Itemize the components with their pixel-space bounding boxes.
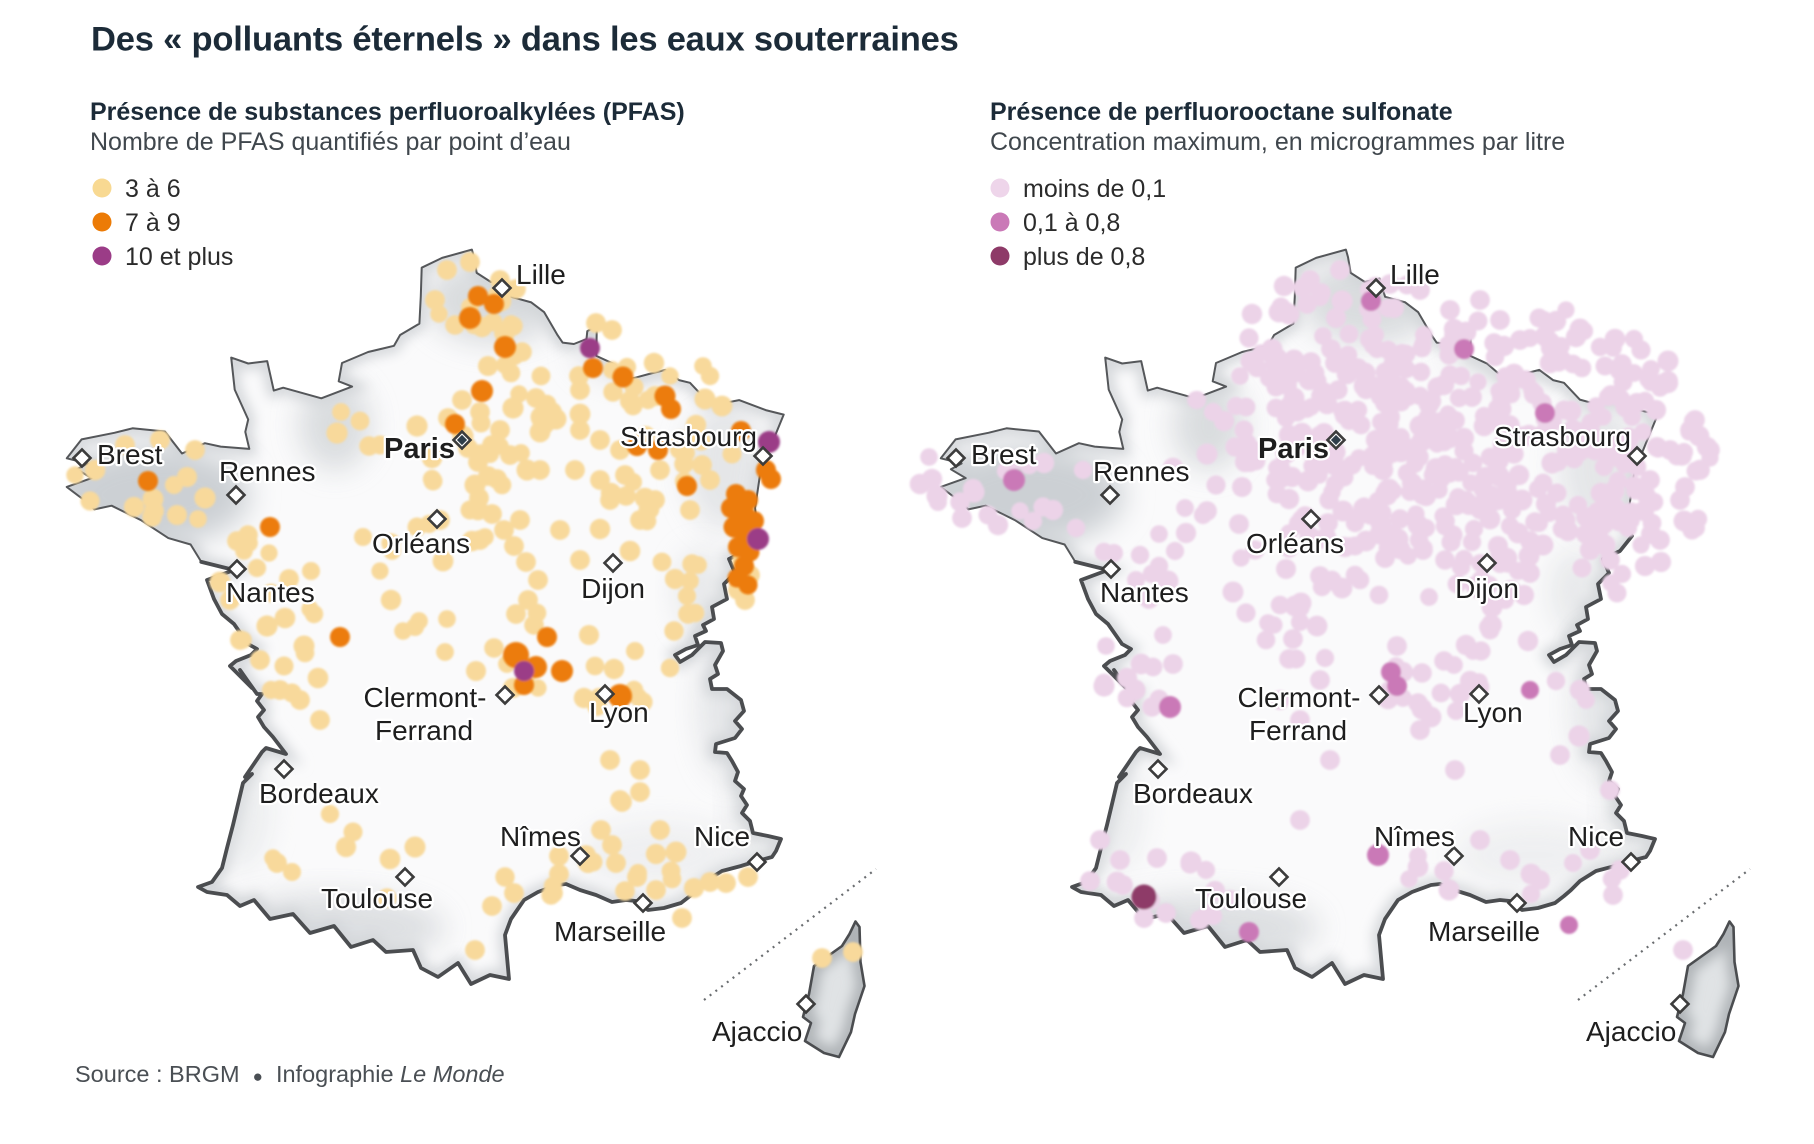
svg-text:Ajaccio: Ajaccio xyxy=(712,1016,802,1047)
svg-text:Dijon: Dijon xyxy=(581,573,645,604)
svg-text:Strasbourg: Strasbourg xyxy=(620,421,757,452)
svg-text:Ajaccio: Ajaccio xyxy=(1586,1016,1676,1047)
svg-text:Bordeaux: Bordeaux xyxy=(259,778,379,809)
svg-text:Ferrand: Ferrand xyxy=(375,715,473,746)
svg-text:Nantes: Nantes xyxy=(226,577,315,608)
svg-text:Nîmes: Nîmes xyxy=(500,821,581,852)
svg-text:Nombre de PFAS quantifiés par: Nombre de PFAS quantifiés par point d’ea… xyxy=(90,128,571,156)
svg-text:Orléans: Orléans xyxy=(1246,528,1344,559)
svg-text:Bordeaux: Bordeaux xyxy=(1133,778,1253,809)
svg-text:Clermont-: Clermont- xyxy=(364,682,487,713)
svg-text:Paris: Paris xyxy=(1258,433,1329,465)
svg-text:0,1 à 0,8: 0,1 à 0,8 xyxy=(1023,209,1120,237)
svg-text:Présence de substances perfluo: Présence de substances perfluoroalkylées… xyxy=(90,98,685,126)
svg-text:Lille: Lille xyxy=(1390,259,1440,290)
svg-text:Toulouse: Toulouse xyxy=(1195,883,1307,914)
svg-text:Marseille: Marseille xyxy=(554,916,666,947)
svg-text:Rennes: Rennes xyxy=(1093,456,1190,487)
svg-text:Brest: Brest xyxy=(971,439,1037,470)
svg-text:Nice: Nice xyxy=(1568,821,1624,852)
svg-text:Rennes: Rennes xyxy=(219,456,316,487)
svg-text:Toulouse: Toulouse xyxy=(321,883,433,914)
svg-text:Lyon: Lyon xyxy=(1463,697,1523,728)
svg-text:Brest: Brest xyxy=(97,439,163,470)
svg-text:Orléans: Orléans xyxy=(372,528,470,559)
svg-text:plus de 0,8: plus de 0,8 xyxy=(1023,243,1145,271)
svg-text:Marseille: Marseille xyxy=(1428,916,1540,947)
svg-text:Strasbourg: Strasbourg xyxy=(1494,421,1631,452)
svg-text:Présence de perfluorooctane su: Présence de perfluorooctane sulfonate xyxy=(990,98,1453,126)
svg-text:Nice: Nice xyxy=(694,821,750,852)
svg-text:10 et plus: 10 et plus xyxy=(125,243,233,271)
svg-text:Lyon: Lyon xyxy=(589,697,649,728)
svg-text:Nîmes: Nîmes xyxy=(1374,821,1455,852)
svg-text:Lille: Lille xyxy=(516,259,566,290)
svg-text:Nantes: Nantes xyxy=(1100,577,1189,608)
svg-text:Paris: Paris xyxy=(384,433,455,465)
svg-text:7 à 9: 7 à 9 xyxy=(125,209,181,237)
svg-text:Ferrand: Ferrand xyxy=(1249,715,1347,746)
svg-text:Clermont-: Clermont- xyxy=(1238,682,1361,713)
svg-text:Dijon: Dijon xyxy=(1455,573,1519,604)
svg-text:Concentration maximum, en micr: Concentration maximum, en microgrammes p… xyxy=(990,128,1565,156)
svg-text:Source : BRGM ● Infographie: Source : BRGM ● Infographie Le Monde xyxy=(75,1061,505,1087)
svg-text:Des « polluants éternels » dan: Des « polluants éternels » dans les eaux… xyxy=(91,21,959,59)
svg-text:3 à 6: 3 à 6 xyxy=(125,175,181,203)
svg-text:moins de 0,1: moins de 0,1 xyxy=(1023,175,1166,203)
